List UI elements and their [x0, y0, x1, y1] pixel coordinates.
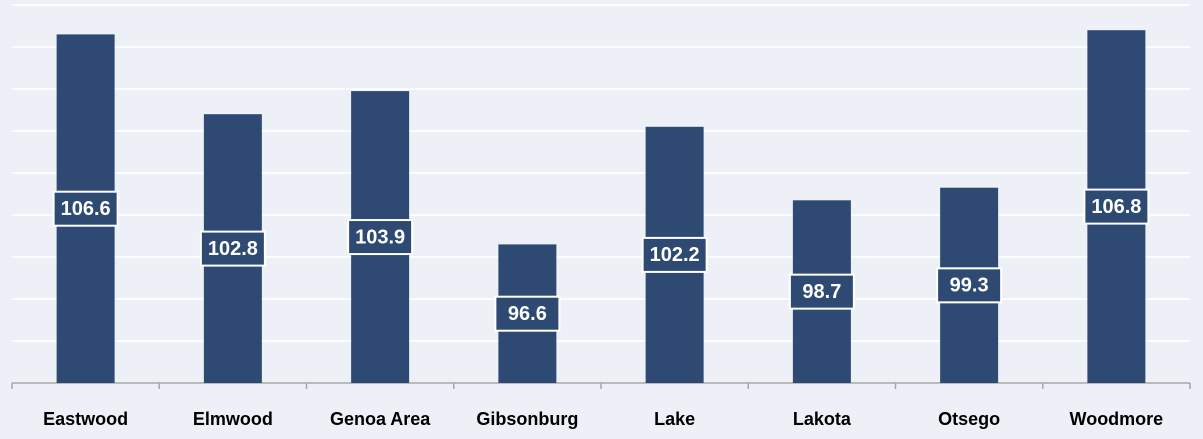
data-label-box [641, 236, 708, 273]
x-tick-label: Elmwood [193, 409, 273, 429]
data-label: 98.7 [802, 281, 841, 303]
data-label: 106.6 [61, 198, 111, 220]
data-label-box [936, 267, 1003, 304]
data-label-box [52, 190, 119, 227]
x-tick-label: Gibsonburg [476, 409, 578, 429]
x-tick-label: Otsego [938, 409, 1000, 429]
data-label-box [788, 273, 855, 310]
data-label: 103.9 [355, 226, 405, 248]
data-label-box [494, 295, 561, 332]
x-tick-label: Eastwood [43, 409, 128, 429]
data-label: 96.6 [508, 303, 547, 325]
x-tick-label: Lake [654, 409, 695, 429]
data-label-box [1083, 188, 1150, 225]
data-label-box [347, 219, 414, 256]
data-label: 102.8 [208, 238, 258, 260]
data-label: 99.3 [950, 275, 989, 297]
data-label: 102.2 [650, 244, 700, 266]
x-tick-label: Woodmore [1070, 409, 1164, 429]
data-label: 106.8 [1091, 196, 1141, 218]
x-tick-label: Genoa Area [330, 409, 431, 429]
x-tick-label: Lakota [793, 409, 852, 429]
data-label-box [199, 230, 266, 267]
